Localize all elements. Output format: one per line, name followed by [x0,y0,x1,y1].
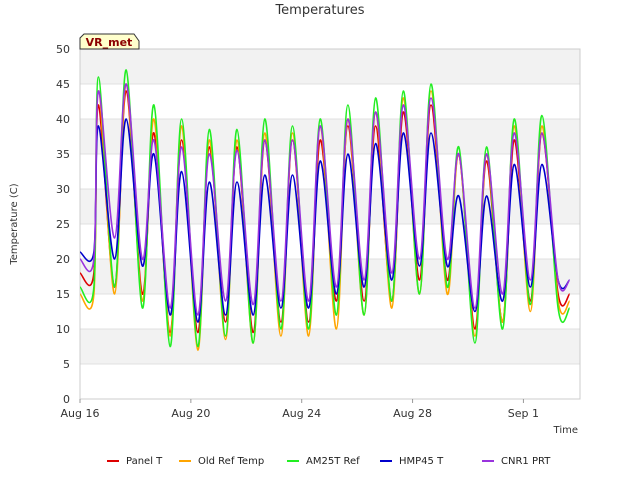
x-tick-label: Aug 16 [61,407,100,420]
site-badge-label: VR_met [86,36,133,49]
y-tick-label: 0 [63,393,70,406]
legend-label-am25t-ref: AM25T Ref [306,456,360,467]
site-badge: VR_met [79,33,140,50]
x-axis-label: Time [553,425,578,436]
grid-band [80,49,580,84]
plot-area [79,48,581,400]
y-tick-label: 30 [56,183,70,196]
y-tick-label: 35 [56,148,70,161]
legend-label-hmp45-t: HMP45 T [399,456,444,467]
x-tick-label: Sep 1 [508,407,539,420]
y-tick-label: 45 [56,78,70,91]
legend-label-cnr1-prt: CNR1 PRT [501,456,551,467]
x-tick-label: Aug 28 [393,407,432,420]
legend-label-old-ref-temp: Old Ref Temp [198,456,264,467]
y-tick-label: 5 [63,358,70,371]
legend: Panel T Old Ref Temp AM25T Ref HMP45 T CNR1 … [107,456,551,467]
y-axis: 0 5 10 15 20 25 30 35 40 45 50 [56,43,70,406]
x-tick-label: Aug 20 [171,407,210,420]
y-tick-label: 25 [56,218,70,231]
x-axis: Aug 16 Aug 20 Aug 24 Aug 28 Sep 1 [61,399,539,420]
grid-band [80,189,580,224]
series-line-cnr1-prt [80,83,571,316]
legend-label-panel-t: Panel T [126,456,163,467]
grid-band [80,329,580,364]
y-tick-label: 20 [56,253,70,266]
chart-title: Temperatures [274,3,364,18]
site-badge-shape [79,33,140,50]
x-tick-label: Aug 24 [282,407,321,420]
grid-band [80,119,580,154]
y-tick-label: 15 [56,288,70,301]
y-tick-label: 10 [56,323,70,336]
series-lines [80,69,571,351]
y-tick-label: 40 [56,113,70,126]
series-line-hmp45-t [80,118,571,323]
y-axis-label: Temperature (C) [9,183,20,265]
y-tick-label: 50 [56,43,70,56]
